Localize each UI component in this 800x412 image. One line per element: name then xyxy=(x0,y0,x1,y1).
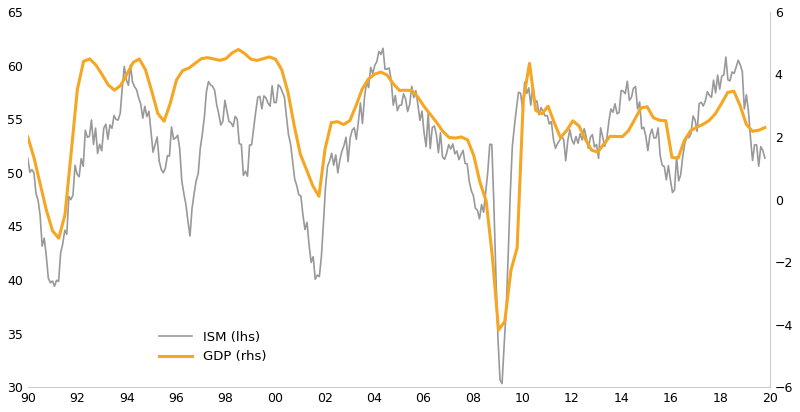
GDP (rhs) xyxy=(494,328,503,332)
GDP (rhs) xyxy=(438,129,447,134)
GDP (rhs) xyxy=(234,47,243,52)
GDP (rhs) xyxy=(748,129,758,134)
Line: ISM (lhs): ISM (lhs) xyxy=(28,48,765,384)
ISM (lhs) xyxy=(760,156,770,161)
Legend: ISM (lhs), GDP (rhs): ISM (lhs), GDP (rhs) xyxy=(154,325,271,368)
Line: GDP (rhs): GDP (rhs) xyxy=(28,49,765,330)
ISM (lhs) xyxy=(723,77,733,82)
ISM (lhs) xyxy=(267,83,277,88)
GDP (rhs) xyxy=(222,56,231,61)
ISM (lhs) xyxy=(23,156,33,161)
ISM (lhs) xyxy=(114,117,123,122)
GDP (rhs) xyxy=(618,134,627,139)
ISM (lhs) xyxy=(378,46,388,51)
ISM (lhs) xyxy=(242,174,252,179)
ISM (lhs) xyxy=(280,95,290,100)
GDP (rhs) xyxy=(543,104,553,109)
ISM (lhs) xyxy=(498,381,507,386)
GDP (rhs) xyxy=(23,135,33,140)
GDP (rhs) xyxy=(178,68,187,73)
GDP (rhs) xyxy=(760,125,770,130)
ISM (lhs) xyxy=(346,136,355,140)
